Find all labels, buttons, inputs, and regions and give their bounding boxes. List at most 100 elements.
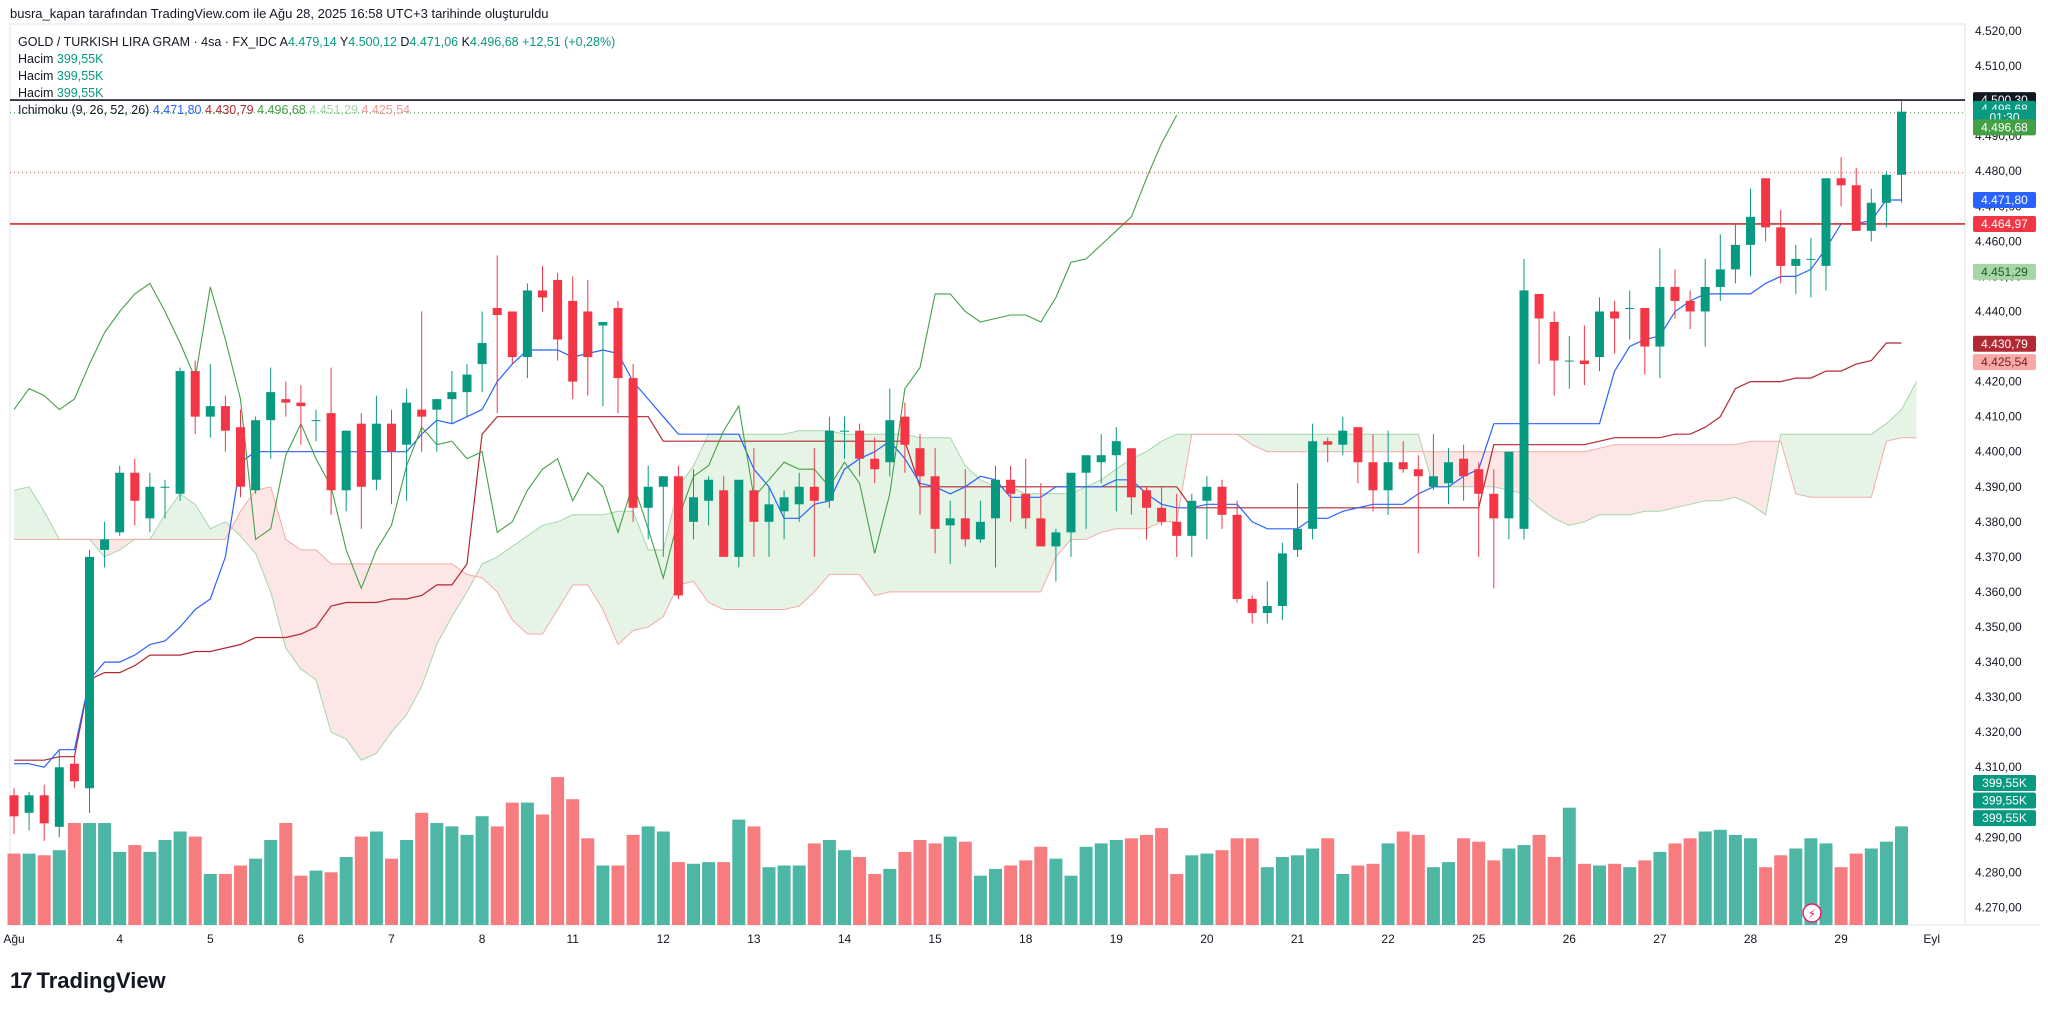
cloud-segment: [376, 563, 392, 754]
candle-body: [824, 430, 834, 501]
volume-bar: [1109, 840, 1123, 925]
x-tick-label: 19: [1110, 932, 1124, 946]
candle-body: [855, 430, 865, 459]
symbol-title[interactable]: GOLD / TURKISH LIRA GRAM · 4sa · FX_IDC: [18, 35, 277, 49]
span-a-line: [13, 381, 1918, 761]
y-tick-label: 4.460,00: [1975, 234, 2022, 248]
volume-bar: [1064, 875, 1078, 925]
span-b-value: 4.425,54: [361, 103, 411, 117]
candle-body: [643, 486, 653, 508]
candle-body: [190, 371, 200, 417]
candle-body: [477, 343, 487, 365]
candle-body: [236, 427, 245, 487]
candle-body: [1051, 532, 1061, 547]
cloud-segment: [451, 563, 467, 617]
cloud-segment: [950, 437, 966, 592]
volume-bar: [596, 865, 610, 925]
cloud-segment: [180, 493, 196, 540]
cloud-segment: [436, 563, 452, 645]
candle-body: [613, 307, 623, 379]
y-tick-label: 4.290,00: [1975, 830, 2022, 844]
candle-body: [1172, 521, 1182, 536]
candle-body: [462, 374, 472, 393]
candle-body: [960, 518, 970, 540]
volume-bar: [218, 874, 232, 925]
cloud-segment: [1554, 451, 1570, 526]
tradingview-logo[interactable]: 17 TradingView: [10, 968, 166, 994]
low-label: D: [400, 35, 410, 49]
price-label: 4.430,79: [1981, 337, 2028, 351]
candle-body: [1715, 269, 1725, 287]
volume-bar: [188, 836, 202, 925]
cloud-segment: [512, 535, 528, 635]
y-tick-label: 4.440,00: [1975, 304, 2022, 318]
candle-body: [1821, 178, 1831, 266]
volume-bar: [52, 850, 66, 925]
volume-bar: [853, 857, 867, 925]
candle-body: [1866, 202, 1876, 231]
cloud-segment: [1569, 451, 1585, 526]
volume-bar: [1124, 838, 1138, 925]
volume-bar: [671, 862, 685, 925]
cloud-segment: [572, 514, 588, 585]
candle-body: [734, 479, 744, 557]
cloud-segment: [1267, 434, 1283, 452]
candle-body: [689, 497, 698, 522]
volume-bar: [520, 802, 534, 925]
volume-bar: [973, 875, 987, 925]
volume-bar: [445, 826, 459, 925]
volume-bar: [566, 799, 580, 925]
volume-bar: [792, 865, 806, 925]
candle-body: [1564, 360, 1574, 362]
x-tick-label: 15: [928, 932, 942, 946]
volume-bar: [1623, 867, 1637, 925]
lightning-icon-glyph: ⚡: [1808, 907, 1816, 921]
volume-row[interactable]: Hacim 399,55K: [18, 85, 615, 102]
ichimoku-row[interactable]: Ichimoku (9, 26, 52, 26) 4.471,80 4.430,…: [18, 102, 615, 119]
cloud-segment: [1584, 448, 1600, 522]
candle-body: [1428, 476, 1438, 487]
candle-body: [658, 476, 668, 487]
ichimoku-label: Ichimoku (9, 26, 52, 26): [18, 103, 150, 117]
candle-body: [1504, 451, 1514, 519]
volume-bar: [1819, 843, 1833, 925]
close-value: 4.496,68: [469, 35, 519, 49]
volume-bar: [234, 865, 247, 925]
volume-bar: [687, 863, 700, 925]
volume-bar: [807, 843, 821, 925]
candle-body: [719, 490, 729, 557]
open-value: 4.479,14: [288, 35, 337, 49]
candle-body: [628, 378, 638, 508]
lightning-icon[interactable]: [1802, 903, 1822, 923]
candle-body: [1685, 300, 1695, 312]
candle-body: [1247, 598, 1257, 613]
cloud-segment: [14, 486, 30, 540]
volume-bar: [1744, 838, 1757, 925]
candle-body: [900, 416, 910, 445]
volume-bar: [1306, 848, 1320, 925]
volume-bar: [1608, 863, 1622, 925]
volume-row[interactable]: Hacim 399,55K: [18, 68, 615, 85]
volume-bar: [1321, 838, 1335, 925]
volume-bar: [943, 836, 957, 925]
candle-body: [794, 486, 804, 505]
volume-bar: [158, 840, 172, 925]
candle-body: [507, 311, 517, 358]
x-tick-label: 28: [1744, 932, 1758, 946]
price-label-box: [1973, 191, 2036, 208]
candle-body: [1202, 486, 1212, 501]
volume-bar: [762, 867, 776, 925]
volume-bar: [37, 855, 51, 925]
volume-row[interactable]: Hacim 399,55K: [18, 51, 615, 68]
x-tick-label: 13: [747, 932, 761, 946]
span-b-line: [14, 433, 1917, 646]
cloud-segment: [406, 563, 422, 715]
cloud-segment: [723, 434, 739, 610]
candle-body: [1232, 514, 1242, 599]
volume-bar: [279, 823, 293, 925]
cloud-segment: [1720, 444, 1736, 501]
candle-body: [100, 539, 110, 550]
candle-body: [1066, 472, 1076, 533]
candle-body: [1761, 178, 1771, 228]
